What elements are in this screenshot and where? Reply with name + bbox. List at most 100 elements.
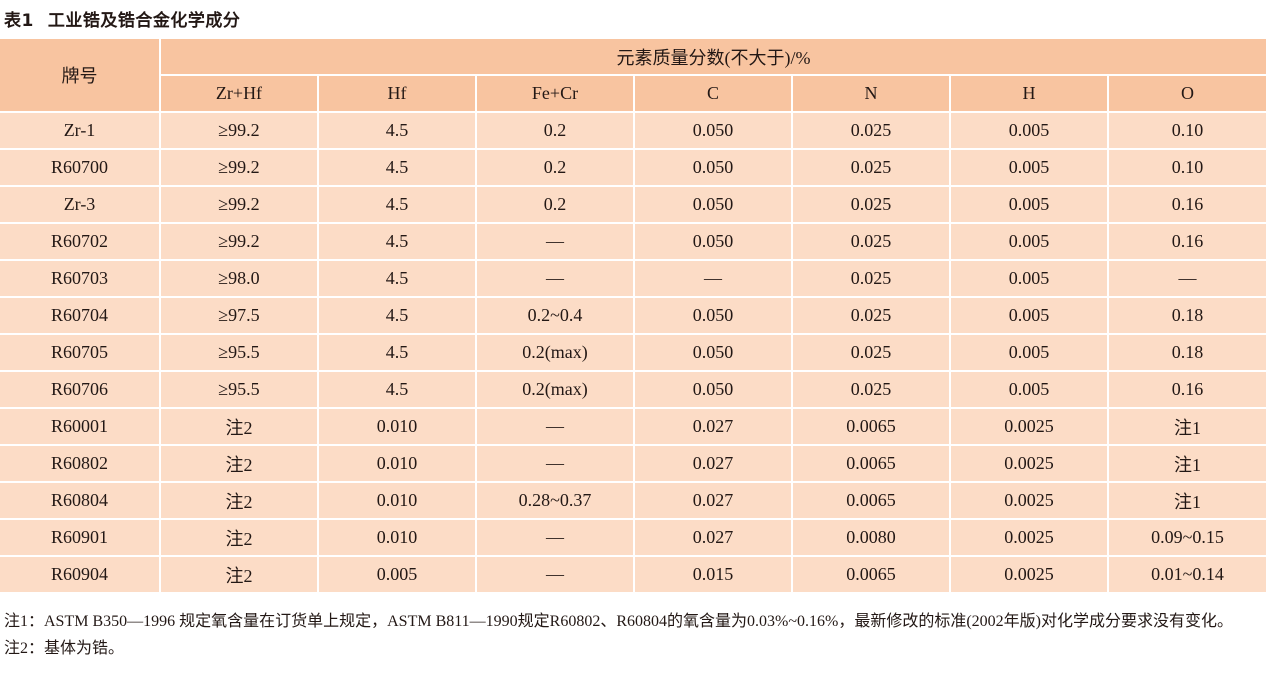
value-cell: 0.015 [633, 555, 793, 594]
value-cell: 0.0065 [791, 407, 951, 446]
grade-cell: R60704 [0, 296, 161, 335]
value-cell: ≥99.2 [159, 148, 319, 187]
value-cell: 4.5 [317, 259, 477, 298]
grade-cell: R60705 [0, 333, 161, 372]
table-row: R60704 ≥97.5 4.5 0.2~0.4 0.050 0.025 0.005 0.18 [0, 296, 1266, 335]
value-cell: 0.025 [791, 185, 951, 224]
value-cell: 0.2~0.4 [475, 296, 635, 335]
value-cell: 注2 [159, 481, 319, 520]
column-header: Fe+Cr [475, 74, 635, 113]
value-cell: 0.050 [633, 222, 793, 261]
value-cell: — [475, 444, 635, 483]
value-cell: — [475, 555, 635, 594]
grade-cell: R60802 [0, 444, 161, 483]
value-cell: 0.025 [791, 333, 951, 372]
value-cell: 0.027 [633, 518, 793, 557]
value-cell: 0.005 [949, 259, 1109, 298]
value-cell: 0.050 [633, 370, 793, 409]
grade-cell: R60700 [0, 148, 161, 187]
value-cell: 0.050 [633, 111, 793, 150]
table-title: 表1 工业锆及锆合金化学成分 [4, 6, 240, 31]
value-cell: 0.005 [949, 185, 1109, 224]
grade-cell: R60804 [0, 481, 161, 520]
column-header: C [633, 74, 793, 113]
table-number: 表1 [4, 11, 34, 31]
value-cell: ≥99.2 [159, 185, 319, 224]
table-row: R60702 ≥99.2 4.5—0.050 0.025 0.005 0.16 [0, 222, 1266, 261]
column-header: Hf [317, 74, 477, 113]
value-cell: 注2 [159, 518, 319, 557]
value-cell: 0.16 [1107, 370, 1266, 409]
value-cell: — [1107, 259, 1266, 298]
grade-cell: R60904 [0, 555, 161, 594]
value-cell: 0.005 [949, 333, 1109, 372]
value-cell: ≥99.2 [159, 111, 319, 150]
value-cell: ≥95.5 [159, 370, 319, 409]
value-cell: 0.0065 [791, 481, 951, 520]
value-cell: 0.10 [1107, 148, 1266, 187]
value-cell: 0.0025 [949, 555, 1109, 594]
value-cell: 0.16 [1107, 185, 1266, 224]
value-cell: 0.010 [317, 481, 477, 520]
value-cell: 4.5 [317, 148, 477, 187]
value-cell: 0.005 [949, 111, 1109, 150]
value-cell: 0.2(max) [475, 333, 635, 372]
footnote-1: 注1：ASTM B350—1996 规定氧含量在订货单上规定，ASTM B811… [4, 613, 1233, 630]
value-cell: 0.2 [475, 111, 635, 150]
table-row: Zr-1 ≥99.2 4.5 0.2 0.050 0.025 0.005 0.10 [0, 111, 1266, 150]
value-cell: 0.0025 [949, 407, 1109, 446]
column-header: H [949, 74, 1109, 113]
table-row: Zr-3 ≥99.2 4.5 0.2 0.050 0.025 0.005 0.16 [0, 185, 1266, 224]
footnote-2: 注2：基体为锆。 [4, 640, 125, 657]
value-cell: — [633, 259, 793, 298]
value-cell: 0.027 [633, 444, 793, 483]
value-cell: — [475, 259, 635, 298]
value-cell: 0.18 [1107, 333, 1266, 372]
column-header: N [791, 74, 951, 113]
composition-table: 牌号 元素质量分数(不大于)/% Zr+Hf Hf Fe+Cr C N H O Zr-1 ≥99… [0, 37, 1266, 594]
value-cell: 0.050 [633, 296, 793, 335]
grade-cell: Zr-1 [0, 111, 161, 150]
value-cell: 4.5 [317, 296, 477, 335]
value-cell: 0.005 [949, 370, 1109, 409]
value-cell: 0.010 [317, 518, 477, 557]
value-cell: 0.0065 [791, 444, 951, 483]
table-row: R60705 ≥95.5 4.5 0.2(max) 0.050 0.025 0.005 0.1… [0, 333, 1266, 372]
value-cell: 0.025 [791, 148, 951, 187]
column-header: O [1107, 74, 1266, 113]
table-row: R60700 ≥99.2 4.5 0.2 0.050 0.025 0.005 0.10 [0, 148, 1266, 187]
value-cell: 0.025 [791, 370, 951, 409]
value-cell: 4.5 [317, 222, 477, 261]
value-cell: 0.2 [475, 185, 635, 224]
table-row: R60802 注2 0.010—0.027 0.0065 0.0025 注1 [0, 444, 1266, 483]
column-header: Zr+Hf [160, 74, 319, 113]
value-cell: 0.0080 [791, 518, 951, 557]
value-cell: ≥99.2 [159, 222, 319, 261]
value-cell: ≥95.5 [159, 333, 319, 372]
value-cell: 0.0025 [949, 444, 1109, 483]
grade-cell: R60703 [0, 259, 161, 298]
value-cell: 0.0025 [949, 518, 1109, 557]
group-header: 元素质量分数(不大于)/% [159, 37, 1266, 76]
value-cell: 注1 [1107, 481, 1266, 520]
value-cell: 4.5 [317, 370, 477, 409]
value-cell: 0.0065 [791, 555, 951, 594]
grade-cell: Zr-3 [0, 185, 161, 224]
footnotes: 注1：ASTM B350—1996 规定氧含量在订货单上规定，ASTM B811… [4, 608, 1269, 662]
value-cell: — [475, 518, 635, 557]
value-cell: 0.2 [475, 148, 635, 187]
grade-cell: R60001 [0, 407, 161, 446]
value-cell: 注1 [1107, 407, 1266, 446]
value-cell: 注2 [159, 407, 319, 446]
value-cell: 0.09~0.15 [1107, 518, 1266, 557]
value-cell: 注2 [159, 555, 319, 594]
value-cell: 0.025 [791, 222, 951, 261]
table-row: R60706 ≥95.5 4.5 0.2(max) 0.050 0.025 0.005 0.1… [0, 370, 1266, 409]
value-cell: 0.025 [791, 111, 951, 150]
table-row: R60904 注2 0.005—0.015 0.0065 0.0025 0.01~0.14 [0, 555, 1266, 594]
value-cell: 0.025 [791, 296, 951, 335]
value-cell: 0.005 [317, 555, 477, 594]
table-row: R60804 注2 0.010 0.28~0.37 0.027 0.0065 0.0025 注… [0, 481, 1266, 520]
value-cell: ≥97.5 [159, 296, 319, 335]
value-cell: 0.01~0.14 [1107, 555, 1266, 594]
